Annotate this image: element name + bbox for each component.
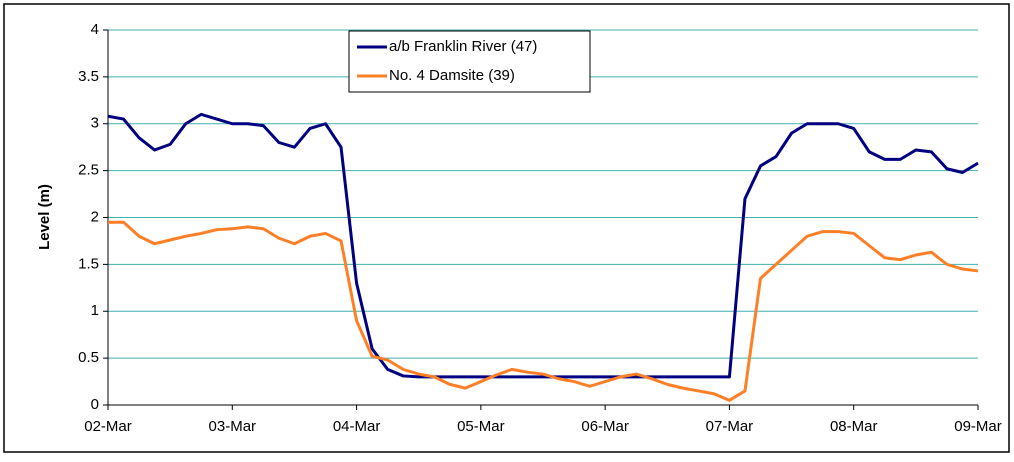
y-tick-label: 3 bbox=[91, 115, 99, 132]
y-tick-label: 1 bbox=[91, 302, 99, 319]
x-tick-label: 02-Mar bbox=[84, 418, 132, 435]
legend-label: No. 4 Damsite (39) bbox=[389, 67, 515, 84]
x-tick-label: 06-Mar bbox=[581, 418, 629, 435]
x-tick-label: 03-Mar bbox=[209, 418, 257, 435]
line-series bbox=[108, 220, 979, 402]
y-axis-label: Level (m) bbox=[36, 184, 53, 250]
y-tick-label: 1.5 bbox=[78, 255, 99, 272]
legend-box bbox=[348, 30, 591, 93]
y-tick-label: 0.5 bbox=[78, 349, 99, 366]
x-tick-label: 09-Mar bbox=[954, 418, 1002, 435]
x-tick-label: 04-Mar bbox=[333, 418, 381, 435]
y-tick-label: 2.5 bbox=[78, 162, 99, 179]
x-tick-label: 05-Mar bbox=[457, 418, 505, 435]
line-series bbox=[107, 112, 979, 379]
y-tick-label: 4 bbox=[91, 21, 99, 38]
x-tick-label: 08-Mar bbox=[830, 418, 878, 435]
legend-label: a/b Franklin River (47) bbox=[389, 38, 537, 55]
x-tick-label: 07-Mar bbox=[706, 418, 754, 435]
y-tick-label: 2 bbox=[91, 208, 99, 225]
y-tick-label: 3.5 bbox=[78, 68, 99, 85]
y-tick-label: 0 bbox=[91, 396, 99, 413]
